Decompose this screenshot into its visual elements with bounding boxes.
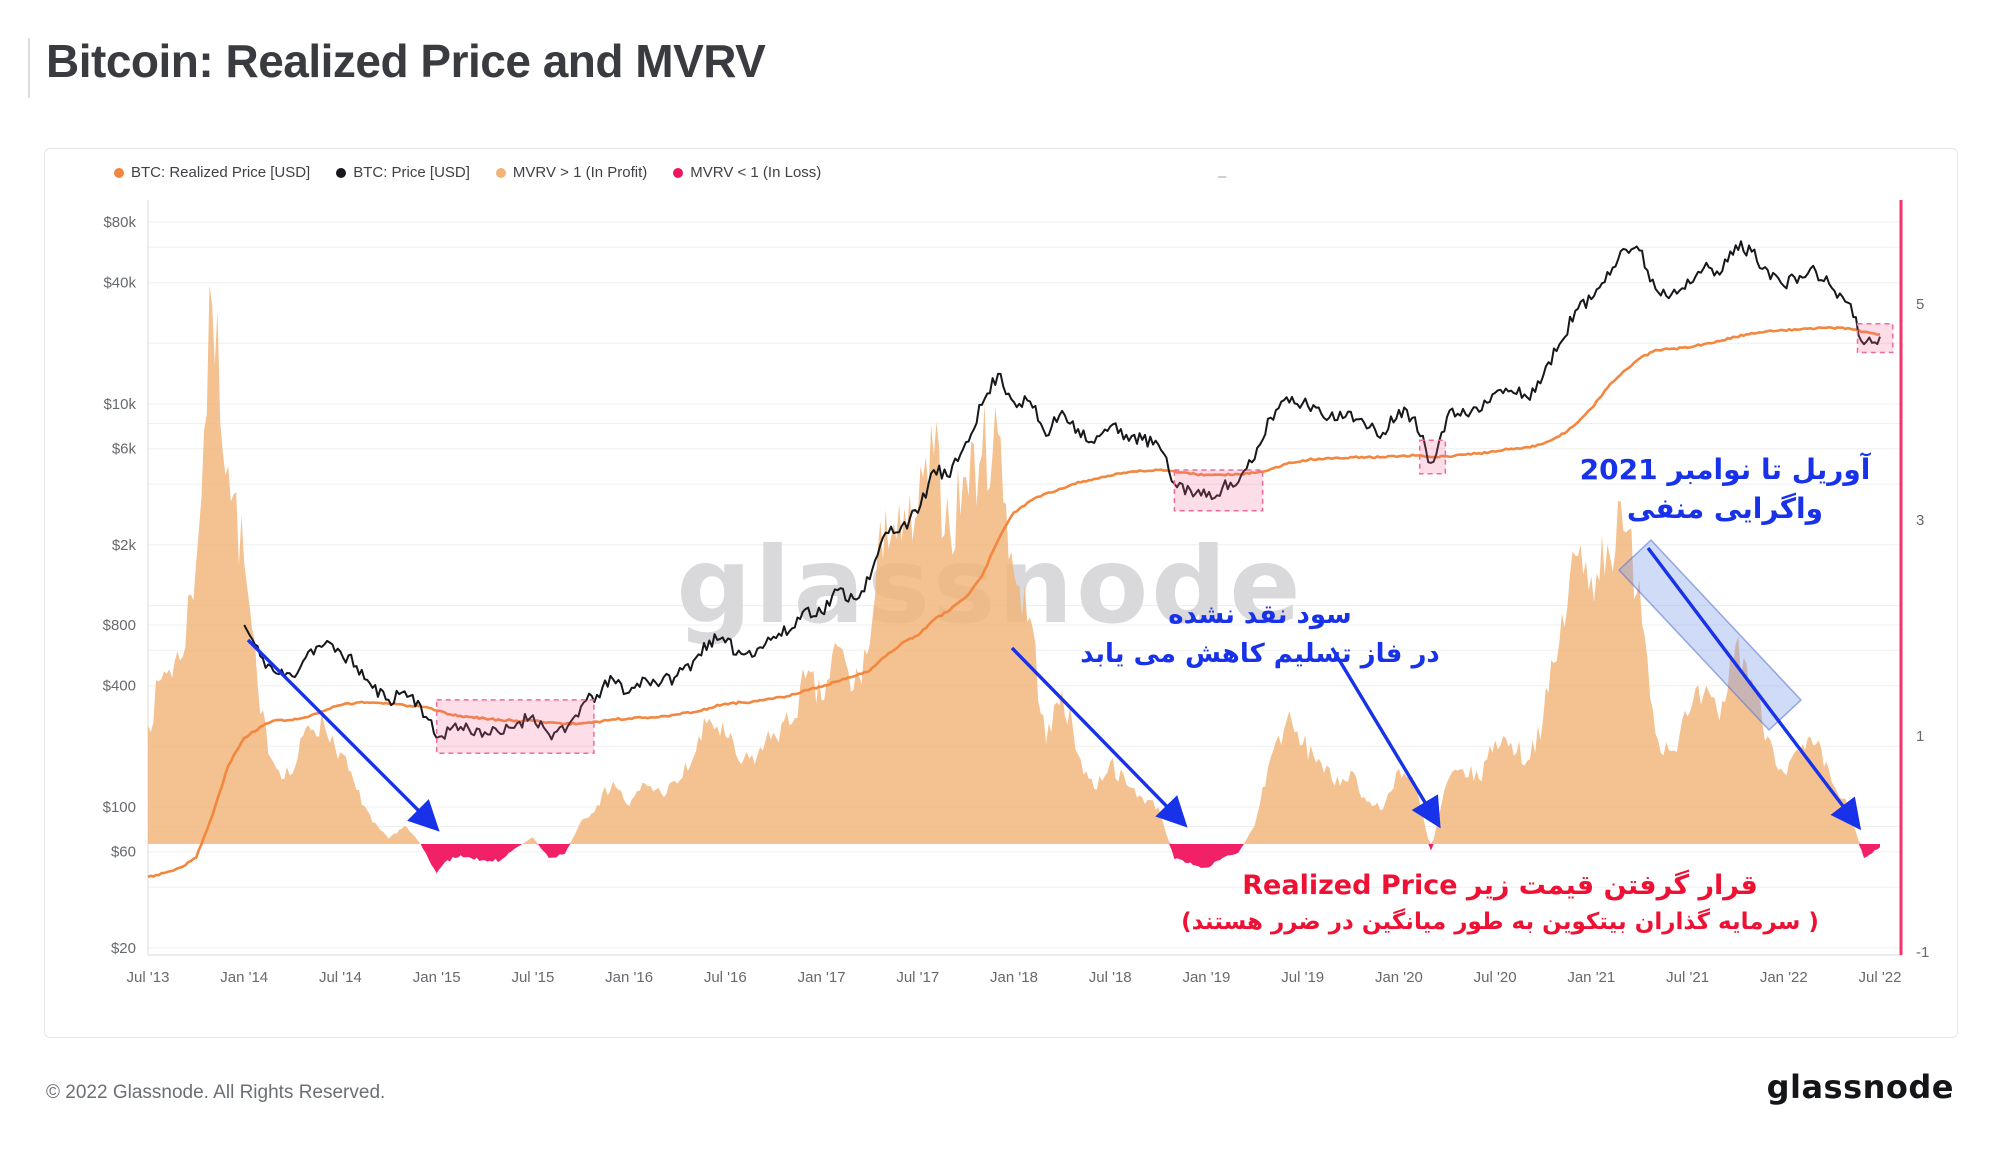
- svg-text:Jan '16: Jan '16: [605, 969, 653, 986]
- svg-text:1: 1: [1916, 728, 1924, 745]
- svg-text:Jul '15: Jul '15: [511, 969, 554, 986]
- mvrv-loss-area: [148, 844, 1880, 873]
- underwater-box: [1174, 470, 1262, 511]
- svg-text:Jan '15: Jan '15: [413, 969, 461, 986]
- annotation-price-below-realized: قرار گرفتن قیمت زیر Realized Price ( سرم…: [1128, 872, 1872, 934]
- svg-text:Jan '14: Jan '14: [220, 969, 268, 986]
- legend-dot-3: [673, 168, 683, 178]
- legend-item-btc-price[interactable]: BTC: Price [USD]: [336, 164, 470, 181]
- svg-text:5: 5: [1916, 296, 1924, 313]
- svg-text:$60: $60: [111, 844, 136, 861]
- svg-text:Jul '14: Jul '14: [319, 969, 362, 986]
- annotation-negative-divergence: آوریل تا نوامبر 2021 واگرایی منفی: [1530, 450, 1920, 528]
- annotation-line: آوریل تا نوامبر 2021: [1530, 450, 1920, 489]
- legend-item-mvrv-loss[interactable]: MVRV < 1 (In Loss): [673, 164, 821, 181]
- annotation-line: در فاز تسلیم کاهش می یابد: [1048, 635, 1472, 674]
- annotation-line: ( سرمایه گذاران بیتکوین به طور میانگین د…: [1128, 910, 1872, 934]
- legend-label: MVRV < 1 (In Loss): [690, 164, 821, 181]
- svg-text:$6k: $6k: [112, 441, 137, 458]
- svg-text:$800: $800: [103, 617, 136, 634]
- svg-text:Jul '16: Jul '16: [704, 969, 747, 986]
- svg-text:Jan '22: Jan '22: [1760, 969, 1808, 986]
- svg-text:Jan '18: Jan '18: [990, 969, 1038, 986]
- svg-text:Jul '18: Jul '18: [1089, 969, 1132, 986]
- annotation-line: سود نقد نشده: [1048, 596, 1472, 635]
- svg-text:$80k: $80k: [103, 214, 136, 231]
- legend-dot-2: [496, 168, 506, 178]
- x-axis-labels: Jul '13 Jan '14 Jul '14 Jan '15 Jul '15 Jan '…: [127, 969, 1902, 986]
- legend-label: BTC: Price [USD]: [353, 164, 470, 181]
- legend-item-realized-price[interactable]: BTC: Realized Price [USD]: [114, 164, 310, 181]
- svg-text:$100: $100: [103, 799, 136, 816]
- svg-text:Jul '19: Jul '19: [1281, 969, 1324, 986]
- legend-extra-dash: –: [1218, 168, 1226, 185]
- legend-label: BTC: Realized Price [USD]: [131, 164, 310, 181]
- legend-dot-0: [114, 168, 124, 178]
- svg-text:Jul '21: Jul '21: [1666, 969, 1709, 986]
- y-axis-labels-right: 531-1: [1916, 296, 1929, 961]
- svg-text:Jan '20: Jan '20: [1375, 969, 1423, 986]
- svg-text:Jul '17: Jul '17: [896, 969, 939, 986]
- annotation-unrealized-profit: سود نقد نشده در فاز تسلیم کاهش می یابد: [1048, 596, 1472, 674]
- svg-text:Jul '22: Jul '22: [1859, 969, 1902, 986]
- legend-label: MVRV > 1 (In Profit): [513, 164, 647, 181]
- chart-legend: BTC: Realized Price [USD] BTC: Price [US…: [114, 164, 821, 181]
- underwater-box: [1858, 324, 1893, 353]
- annotation-line: واگرایی منفی: [1530, 489, 1920, 528]
- svg-text:Jan '17: Jan '17: [798, 969, 846, 986]
- annotation-line: قرار گرفتن قیمت زیر Realized Price: [1128, 872, 1872, 900]
- legend-dot-1: [336, 168, 346, 178]
- svg-text:$20: $20: [111, 940, 136, 957]
- y-axis-labels-left: $80k $40k $10k $6k $2k $800 $400 $100 $60 $20: [103, 214, 137, 957]
- svg-text:Jul '13: Jul '13: [127, 969, 170, 986]
- svg-text:$2k: $2k: [112, 537, 137, 554]
- underwater-box: [1420, 440, 1446, 474]
- page: Bitcoin: Realized Price and MVRV BTC: Re…: [0, 0, 2000, 1152]
- svg-text:-1: -1: [1916, 944, 1929, 961]
- svg-text:Jan '21: Jan '21: [1567, 969, 1615, 986]
- svg-text:$400: $400: [103, 678, 136, 695]
- underwater-box: [437, 700, 594, 753]
- svg-text:$40k: $40k: [103, 275, 136, 292]
- legend-item-mvrv-profit[interactable]: MVRV > 1 (In Profit): [496, 164, 647, 181]
- svg-text:$10k: $10k: [103, 396, 136, 413]
- svg-text:Jul '20: Jul '20: [1474, 969, 1517, 986]
- svg-text:Jan '19: Jan '19: [1182, 969, 1230, 986]
